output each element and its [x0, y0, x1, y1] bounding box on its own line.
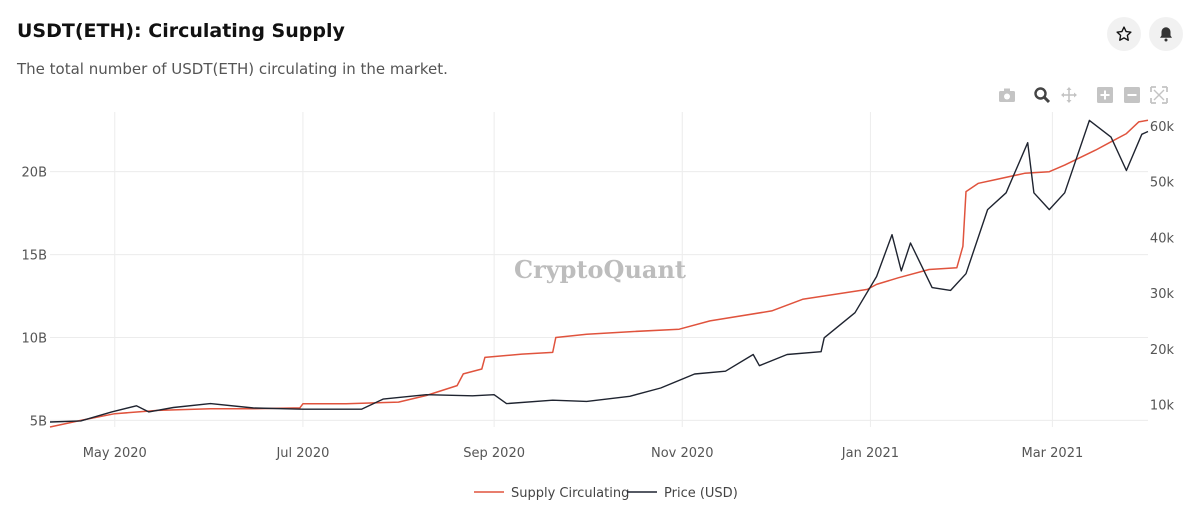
page-title: USDT(ETH): Circulating Supply	[17, 20, 345, 42]
zoom-icon	[1034, 87, 1051, 104]
x-tick-label: Jan 2021	[841, 446, 899, 461]
x-tick-label: Mar 2021	[1022, 446, 1084, 461]
legend-label: Supply Circulating	[511, 486, 629, 501]
y-right-tick-label: 40k	[1150, 231, 1175, 246]
y-right-tick-label: 60k	[1150, 120, 1175, 135]
y-right-tick-label: 30k	[1150, 287, 1175, 302]
camera-icon	[999, 88, 1015, 102]
y-right-tick-label: 10k	[1150, 399, 1175, 414]
autoscale-icon	[1150, 86, 1168, 104]
y-left-tick-label: 5B	[30, 414, 47, 429]
pan-icon	[1061, 87, 1077, 103]
y-left-tick-label: 15B	[22, 249, 47, 264]
zoom-out-button[interactable]	[1122, 85, 1142, 105]
x-tick-label: Jul 2020	[275, 446, 329, 461]
favorite-button[interactable]	[1107, 17, 1141, 51]
autoscale-button[interactable]	[1149, 85, 1169, 105]
y-right-tick-label: 50k	[1150, 176, 1175, 191]
zoom-button[interactable]	[1032, 85, 1052, 105]
bell-icon	[1160, 27, 1172, 42]
zoom-in-icon	[1097, 87, 1113, 103]
pan-button[interactable]	[1059, 85, 1079, 105]
x-tick-label: Nov 2020	[651, 446, 714, 461]
zoom-in-button[interactable]	[1095, 85, 1115, 105]
page-subtitle: The total number of USDT(ETH) circulatin…	[17, 60, 448, 78]
zoom-out-icon	[1124, 87, 1140, 103]
legend-label: Price (USD)	[664, 486, 738, 501]
x-tick-label: Sep 2020	[463, 446, 525, 461]
alert-button[interactable]	[1149, 17, 1183, 51]
price-line	[49, 119, 1149, 423]
y-left-tick-label: 20B	[22, 166, 47, 181]
y-left-tick-label: 10B	[22, 331, 47, 346]
camera-button[interactable]	[997, 85, 1017, 105]
supply-line	[49, 119, 1149, 428]
x-tick-label: May 2020	[83, 446, 147, 461]
watermark: CryptoQuant	[514, 255, 686, 284]
y-right-tick-label: 20k	[1150, 343, 1175, 358]
star-icon	[1116, 26, 1132, 41]
